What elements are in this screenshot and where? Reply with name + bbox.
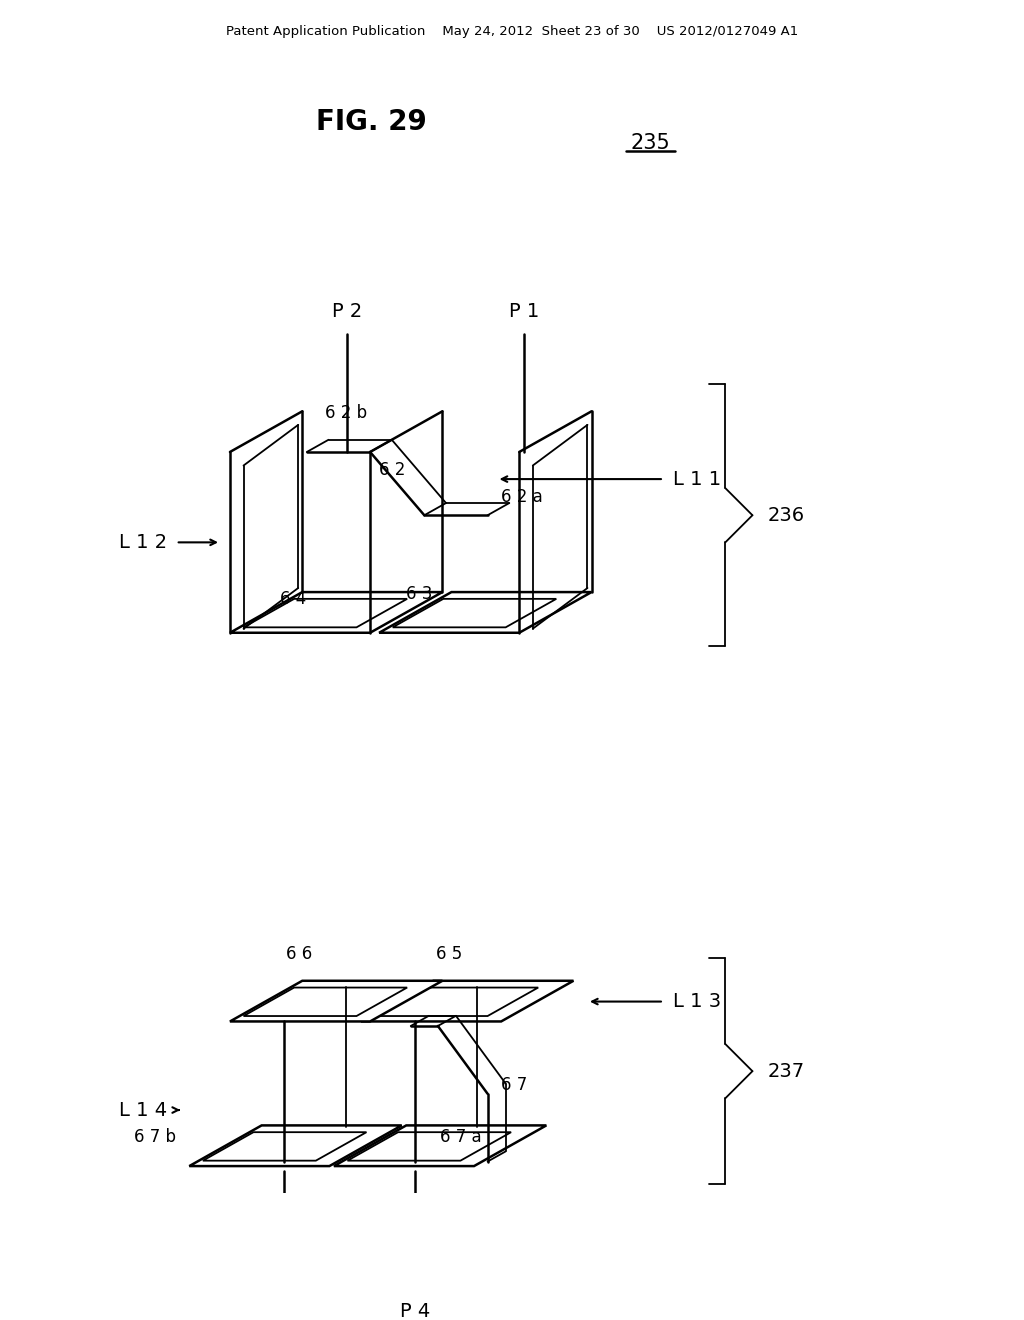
Polygon shape [230,593,442,632]
Polygon shape [189,1126,401,1166]
Text: P 4: P 4 [400,1302,430,1320]
Text: 6 7 a: 6 7 a [439,1127,481,1146]
Text: 237: 237 [768,1061,805,1081]
Polygon shape [244,599,408,627]
Text: 6 3: 6 3 [407,585,432,603]
Text: FIG. 29: FIG. 29 [315,108,427,136]
Polygon shape [392,599,556,627]
Polygon shape [347,1133,511,1160]
Polygon shape [379,593,592,632]
Polygon shape [334,1126,547,1166]
Text: 6 7: 6 7 [501,1076,527,1094]
Polygon shape [361,981,573,1022]
Text: 6 7 b: 6 7 b [134,1127,176,1146]
Text: L 1 2: L 1 2 [119,533,167,552]
Polygon shape [230,981,442,1022]
Text: P 1: P 1 [509,302,539,321]
Text: L 1 4: L 1 4 [119,1101,167,1119]
Text: 6 2 b: 6 2 b [325,404,367,421]
Text: 235: 235 [631,133,670,153]
Text: L 1 1: L 1 1 [673,470,721,488]
Text: 236: 236 [768,506,805,525]
Polygon shape [203,1133,367,1160]
Text: 6 5: 6 5 [435,945,462,962]
Text: Patent Application Publication    May 24, 2012  Sheet 23 of 30    US 2012/012704: Patent Application Publication May 24, 2… [226,25,798,38]
Polygon shape [375,987,539,1016]
Text: 6 6: 6 6 [287,945,312,962]
Text: P 2: P 2 [333,302,362,321]
Text: 6 2 a: 6 2 a [501,488,543,506]
Text: L 1 3: L 1 3 [673,993,721,1011]
Text: 6 4: 6 4 [281,590,306,607]
Text: 6 2: 6 2 [379,461,406,479]
Polygon shape [244,987,408,1016]
